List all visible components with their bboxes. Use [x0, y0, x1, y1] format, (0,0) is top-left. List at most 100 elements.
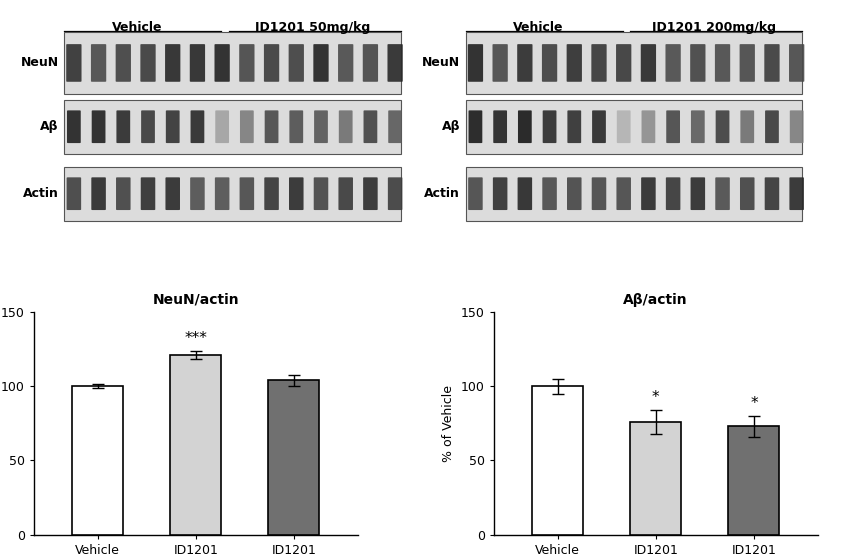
Text: Aβ: Aβ	[442, 120, 460, 133]
Bar	[170, 355, 221, 535]
FancyBboxPatch shape	[739, 44, 754, 82]
FancyBboxPatch shape	[67, 44, 82, 82]
FancyBboxPatch shape	[64, 167, 401, 221]
FancyBboxPatch shape	[641, 44, 656, 82]
FancyBboxPatch shape	[617, 110, 631, 143]
Y-axis label: % of Vehicle: % of Vehicle	[443, 385, 455, 462]
FancyBboxPatch shape	[790, 110, 803, 143]
FancyBboxPatch shape	[466, 100, 803, 154]
FancyBboxPatch shape	[542, 44, 557, 82]
FancyBboxPatch shape	[716, 110, 729, 143]
Text: Actin: Actin	[23, 187, 58, 200]
FancyBboxPatch shape	[388, 177, 402, 210]
FancyBboxPatch shape	[314, 177, 328, 210]
FancyBboxPatch shape	[616, 177, 631, 210]
FancyBboxPatch shape	[92, 110, 105, 143]
FancyBboxPatch shape	[214, 44, 230, 82]
FancyBboxPatch shape	[165, 177, 180, 210]
Title: NeuN/actin: NeuN/actin	[153, 292, 239, 307]
FancyBboxPatch shape	[789, 177, 804, 210]
FancyBboxPatch shape	[141, 177, 155, 210]
FancyBboxPatch shape	[389, 110, 402, 143]
FancyBboxPatch shape	[288, 44, 304, 82]
FancyBboxPatch shape	[468, 177, 483, 210]
FancyBboxPatch shape	[642, 110, 655, 143]
FancyBboxPatch shape	[363, 177, 378, 210]
FancyBboxPatch shape	[166, 110, 180, 143]
FancyBboxPatch shape	[264, 44, 279, 82]
FancyBboxPatch shape	[691, 110, 705, 143]
FancyBboxPatch shape	[339, 110, 352, 143]
FancyBboxPatch shape	[388, 44, 403, 82]
Bar	[728, 426, 780, 535]
Text: Actin: Actin	[424, 187, 460, 200]
FancyBboxPatch shape	[493, 110, 507, 143]
FancyBboxPatch shape	[690, 44, 706, 82]
FancyBboxPatch shape	[492, 44, 507, 82]
FancyBboxPatch shape	[141, 44, 156, 82]
Title: Aβ/actin: Aβ/actin	[624, 292, 688, 307]
FancyBboxPatch shape	[338, 177, 353, 210]
Bar	[631, 422, 681, 535]
FancyBboxPatch shape	[518, 177, 532, 210]
FancyBboxPatch shape	[740, 177, 754, 210]
Text: NeuN: NeuN	[20, 56, 58, 70]
FancyBboxPatch shape	[567, 177, 582, 210]
FancyBboxPatch shape	[642, 177, 656, 210]
Text: Vehicle: Vehicle	[112, 21, 162, 34]
FancyBboxPatch shape	[64, 100, 401, 154]
FancyBboxPatch shape	[289, 177, 303, 210]
FancyBboxPatch shape	[665, 44, 681, 82]
Text: ID1201 50mg/kg: ID1201 50mg/kg	[255, 21, 371, 34]
FancyBboxPatch shape	[592, 177, 606, 210]
FancyBboxPatch shape	[190, 44, 205, 82]
FancyBboxPatch shape	[567, 110, 581, 143]
FancyBboxPatch shape	[91, 177, 106, 210]
FancyBboxPatch shape	[363, 110, 378, 143]
FancyBboxPatch shape	[116, 177, 131, 210]
FancyBboxPatch shape	[468, 44, 483, 82]
FancyBboxPatch shape	[67, 110, 81, 143]
FancyBboxPatch shape	[518, 44, 533, 82]
FancyBboxPatch shape	[240, 110, 254, 143]
FancyBboxPatch shape	[493, 177, 507, 210]
Bar	[532, 386, 583, 535]
FancyBboxPatch shape	[141, 110, 155, 143]
FancyBboxPatch shape	[518, 110, 532, 143]
FancyBboxPatch shape	[91, 44, 106, 82]
FancyBboxPatch shape	[362, 44, 378, 82]
Text: ***: ***	[185, 331, 207, 346]
FancyBboxPatch shape	[338, 44, 353, 82]
FancyBboxPatch shape	[466, 32, 803, 94]
FancyBboxPatch shape	[591, 44, 607, 82]
FancyBboxPatch shape	[64, 32, 401, 94]
Text: Aβ: Aβ	[40, 120, 58, 133]
FancyBboxPatch shape	[715, 44, 730, 82]
FancyBboxPatch shape	[740, 110, 754, 143]
FancyBboxPatch shape	[715, 177, 730, 210]
Text: NeuN: NeuN	[422, 56, 460, 70]
FancyBboxPatch shape	[765, 177, 779, 210]
FancyBboxPatch shape	[289, 110, 303, 143]
FancyBboxPatch shape	[542, 177, 557, 210]
Bar	[268, 380, 319, 535]
Text: Vehicle: Vehicle	[513, 21, 564, 34]
FancyBboxPatch shape	[314, 110, 328, 143]
Text: *: *	[652, 390, 659, 405]
Bar	[72, 386, 123, 535]
FancyBboxPatch shape	[314, 44, 329, 82]
FancyBboxPatch shape	[191, 177, 205, 210]
FancyBboxPatch shape	[466, 167, 803, 221]
FancyBboxPatch shape	[116, 110, 130, 143]
FancyBboxPatch shape	[239, 177, 254, 210]
FancyBboxPatch shape	[239, 44, 255, 82]
FancyBboxPatch shape	[215, 110, 229, 143]
FancyBboxPatch shape	[543, 110, 556, 143]
Text: ID1201 200mg/kg: ID1201 200mg/kg	[652, 21, 776, 34]
FancyBboxPatch shape	[566, 44, 582, 82]
FancyBboxPatch shape	[469, 110, 482, 143]
FancyBboxPatch shape	[191, 110, 204, 143]
FancyBboxPatch shape	[165, 44, 180, 82]
Text: *: *	[750, 395, 758, 411]
FancyBboxPatch shape	[115, 44, 131, 82]
